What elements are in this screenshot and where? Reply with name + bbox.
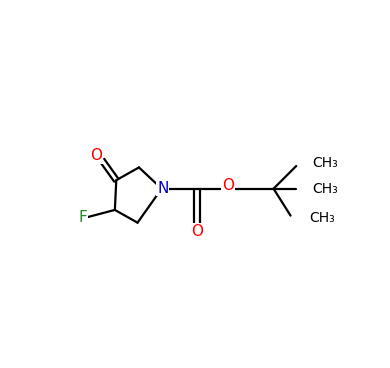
Text: F: F <box>78 210 87 225</box>
Text: CH₃: CH₃ <box>312 182 338 196</box>
Text: O: O <box>191 224 204 239</box>
Text: CH₃: CH₃ <box>312 156 338 170</box>
Text: CH₃: CH₃ <box>309 210 335 224</box>
Text: O: O <box>222 178 234 193</box>
Text: N: N <box>157 181 168 196</box>
Text: O: O <box>90 148 103 163</box>
